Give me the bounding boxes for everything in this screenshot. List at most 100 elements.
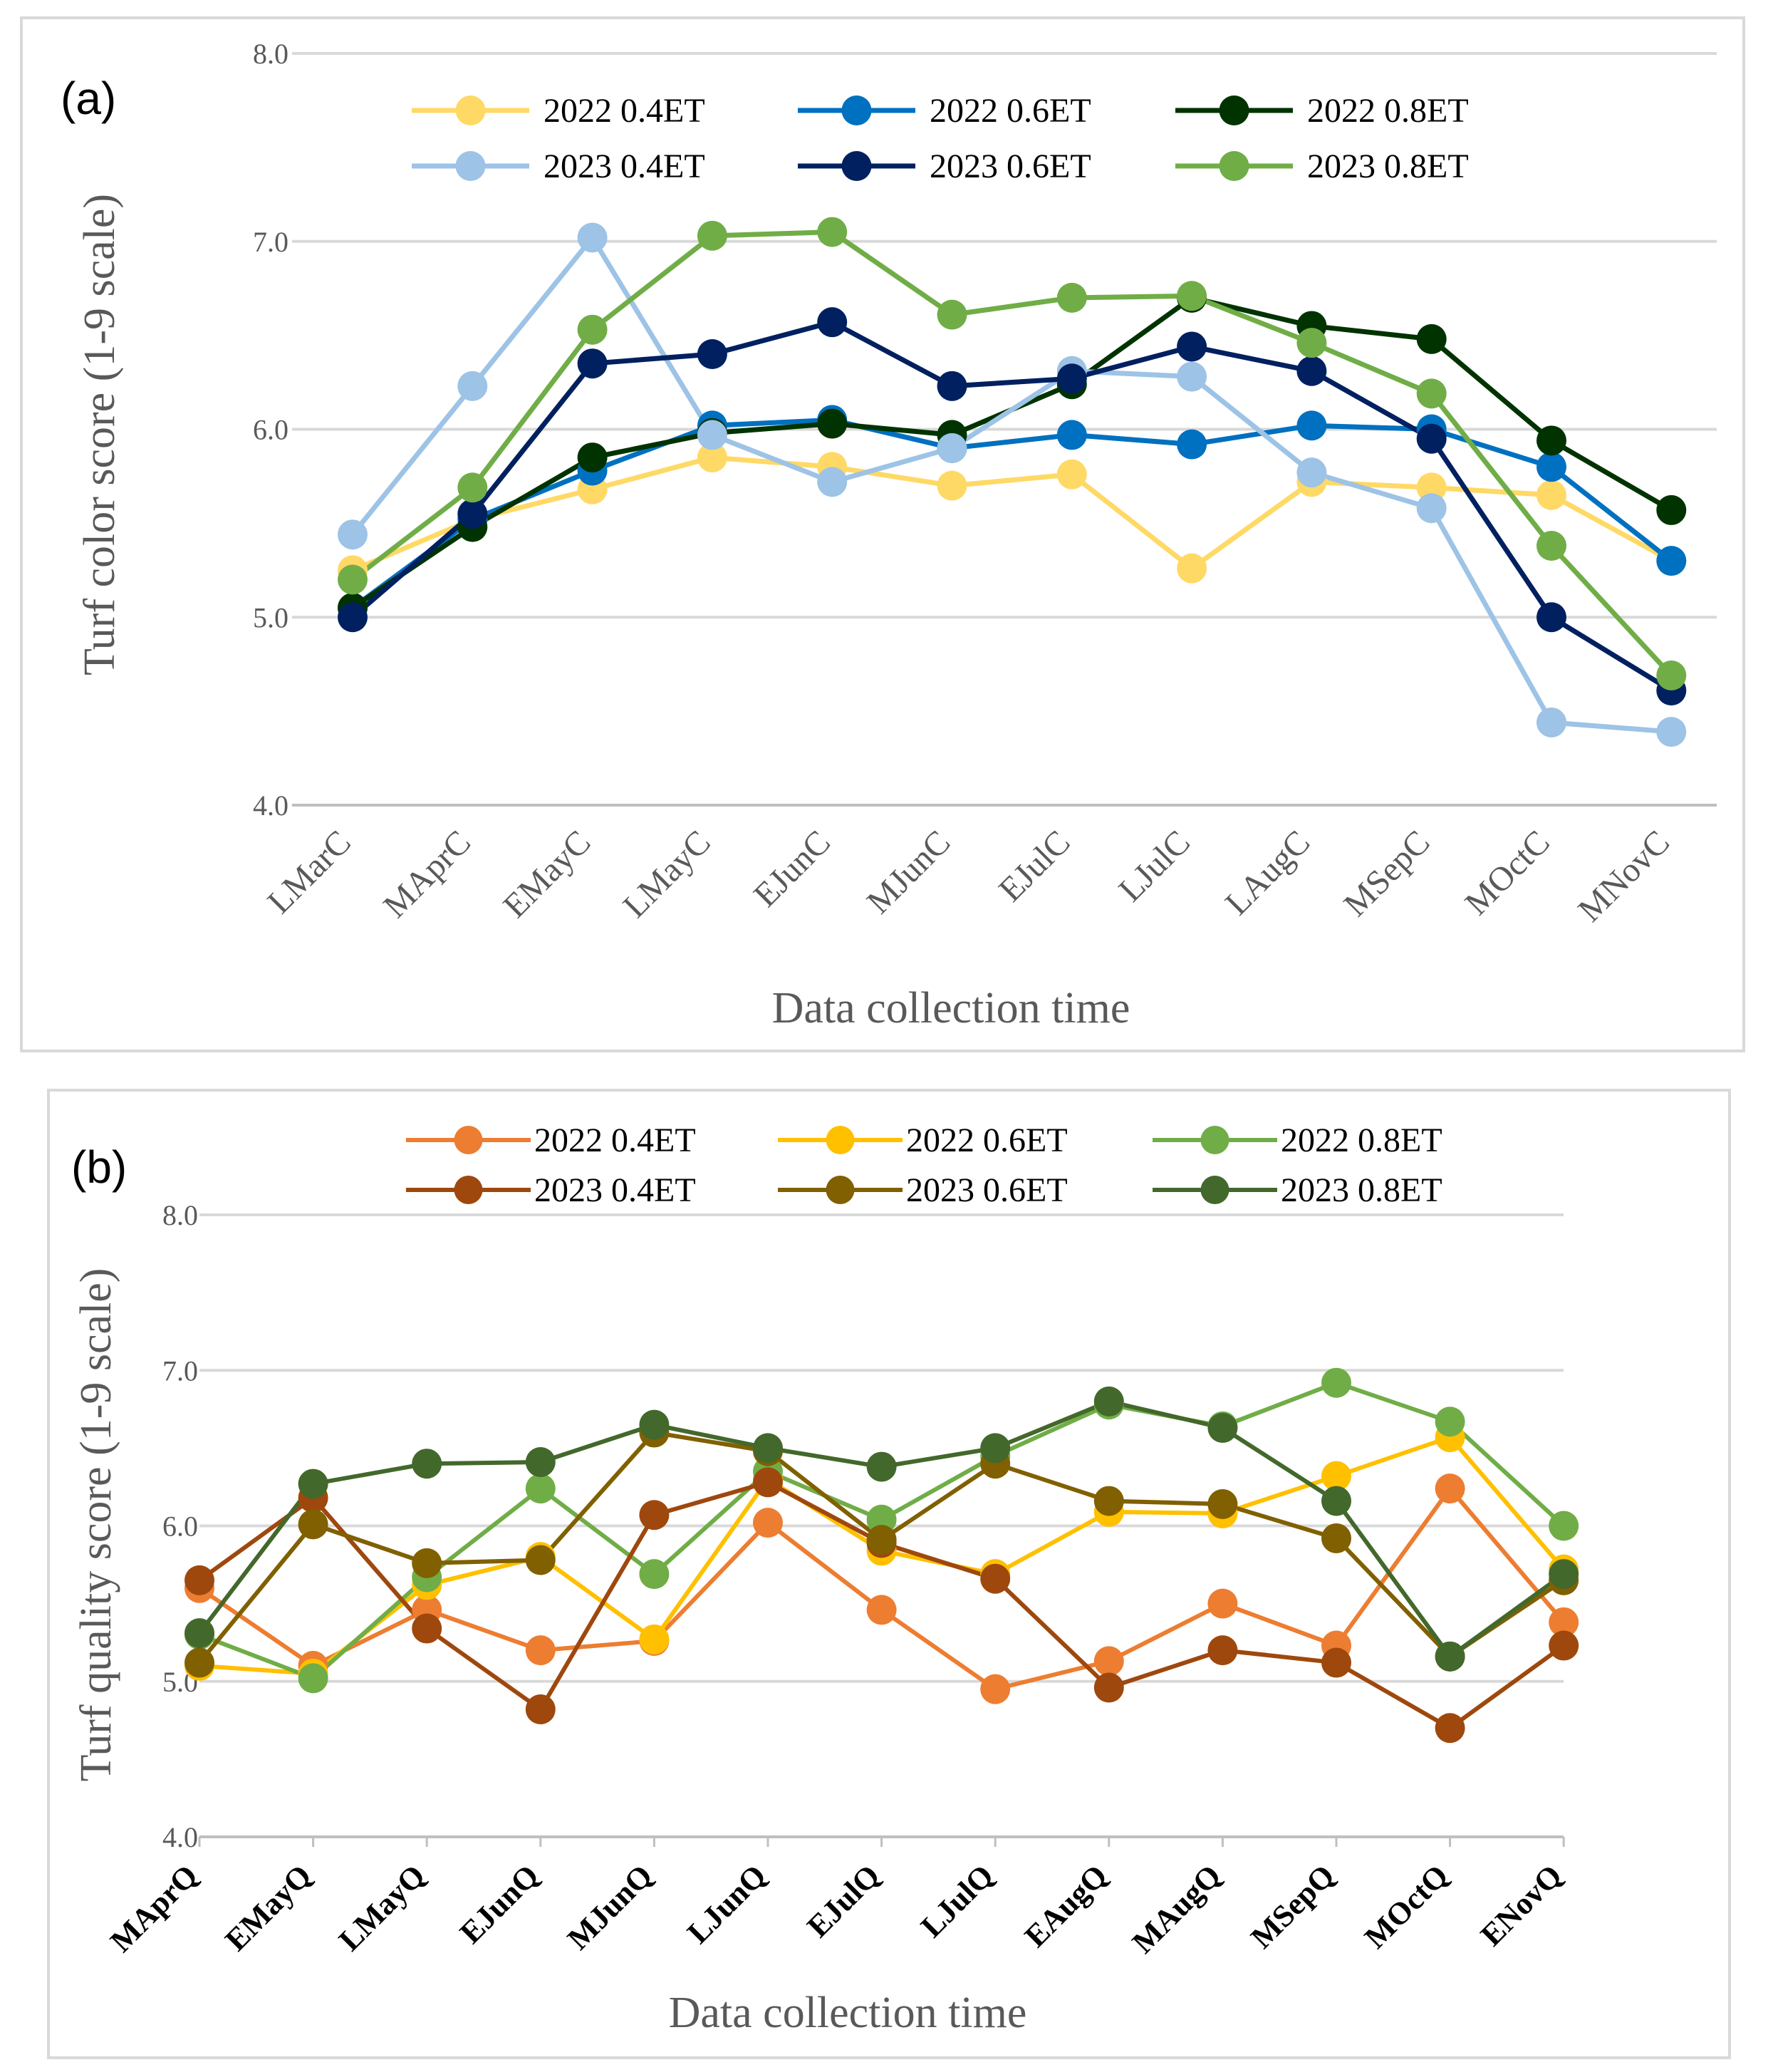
panel-a-data-point	[577, 442, 608, 473]
panel-a-legend-item: 2023 0.6ET	[798, 147, 1091, 185]
panel-b-data-point	[866, 1525, 897, 1555]
panel-a-data-point	[1536, 602, 1566, 633]
panel-b-data-point	[412, 1548, 442, 1578]
panel-a-data-point	[817, 467, 848, 497]
panel-b-data-point	[184, 1618, 214, 1649]
panel-a-data-point	[1416, 493, 1447, 524]
panel-b-data-point	[525, 1694, 556, 1725]
panel-b-legend-item: 2023 0.6ET	[778, 1171, 1068, 1209]
panel-a-data-point	[1536, 452, 1566, 482]
panel-b-data-point	[298, 1509, 328, 1540]
panel-b-data-point	[1549, 1511, 1579, 1541]
panel-b-y-tick-label: 8.0	[162, 1199, 198, 1231]
panel-a-x-axis-title: Data collection time	[772, 984, 1130, 1032]
panel-a-data-point	[1056, 459, 1087, 489]
panel-b-legend-item: 2023 0.8ET	[1153, 1171, 1442, 1209]
panel-a-data-point	[937, 299, 967, 330]
panel-b-legend-swatch-marker	[454, 1176, 483, 1204]
panel-a-data-point	[1177, 429, 1207, 460]
panel-a-data-point	[697, 442, 727, 473]
panel-a-y-axis-title: Turf color score (1-9 scale)	[76, 194, 124, 675]
panel-b-data-point	[298, 1663, 328, 1694]
panel-a-data-point	[1416, 472, 1447, 503]
panel-b-data-point	[412, 1613, 442, 1644]
panel-b-data-point	[1321, 1461, 1351, 1491]
panel-b-data-point	[184, 1647, 214, 1678]
panel-b-data-point	[639, 1624, 670, 1654]
panel-b-data-point	[1207, 1635, 1238, 1666]
panel-a-y-tick-label: 5.0	[253, 601, 288, 633]
panel-a-legend-item: 2022 0.6ET	[798, 92, 1091, 130]
panel-a-legend-label: 2022 0.4ET	[544, 92, 705, 130]
panel-b-legend-label: 2023 0.6ET	[906, 1171, 1068, 1209]
panel-b-legend-swatch-marker	[826, 1126, 855, 1154]
panel-b-data-point	[1321, 1523, 1351, 1553]
panel-a-data-point	[1056, 363, 1087, 394]
panel-a-data-point	[1656, 717, 1687, 747]
panel-a-series-line-4	[350, 234, 1672, 735]
panel-b-legend-swatch-marker	[454, 1126, 483, 1154]
panel-a-data-point	[1296, 328, 1327, 358]
panel-b-data-point	[639, 1500, 670, 1530]
panel-a-data-point	[577, 314, 608, 345]
panel-b-data-point	[1435, 1407, 1465, 1437]
panel-b-x-axis-title: Data collection time	[669, 1989, 1027, 2037]
panel-b-data-point	[1207, 1488, 1238, 1519]
panel-b-legend-label: 2022 0.8ET	[1281, 1122, 1442, 1159]
panel-a-data-point	[338, 519, 368, 550]
panel-b-y-tick-label: 4.0	[162, 1821, 198, 1853]
panel-a-legend-swatch-marker	[455, 151, 486, 181]
panel-a-data-point	[1177, 331, 1207, 362]
panel-a-legend-item: 2022 0.4ET	[412, 92, 705, 130]
panel-a-legend-item: 2022 0.8ET	[1175, 92, 1469, 130]
panel-a-data-point	[1416, 423, 1447, 454]
panel-b-legend-label: 2022 0.4ET	[534, 1122, 696, 1159]
panel-a-data-point	[1656, 546, 1687, 576]
panel-b-data-point	[1093, 1386, 1124, 1416]
panel-a-legend-swatch-marker	[455, 95, 486, 125]
panel-a-legend-swatch-marker	[841, 95, 872, 125]
panel-b-label: (b)	[71, 1141, 127, 1193]
panel-a-data-point	[1177, 553, 1207, 584]
panel-b-data-point	[980, 1674, 1011, 1704]
panel-b-data-point	[866, 1451, 897, 1482]
panel-b-data-point	[980, 1433, 1011, 1464]
panel-b-legend-swatch-marker	[826, 1176, 855, 1204]
panel-b-data-point	[1093, 1646, 1124, 1677]
panel-b-data-point	[412, 1449, 442, 1479]
panel-b-legend-label: 2022 0.6ET	[906, 1122, 1068, 1159]
panel-a-legend-label: 2023 0.6ET	[930, 147, 1091, 185]
panel-a-data-point	[457, 472, 488, 503]
panel-a-data-point	[817, 408, 848, 439]
panel-a-color-chart: (a) 4.05.06.07.08.0 LMarC MAprC EMayC LMayC…	[20, 16, 1745, 1052]
panel-a-y-tick-label: 7.0	[253, 226, 288, 258]
panel-a-data-point	[1296, 410, 1327, 441]
panel-a-data-point	[817, 217, 848, 247]
panel-a-legend-label: 2023 0.4ET	[544, 147, 705, 185]
panel-a-legend-swatch-marker	[841, 151, 872, 181]
panel-a-data-point	[1656, 661, 1687, 691]
panel-a-data-point	[457, 499, 488, 529]
panel-a-data-point	[1296, 356, 1327, 386]
panel-a-data-point	[1416, 323, 1447, 354]
panel-a-data-point	[577, 348, 608, 379]
panel-a-data-point	[457, 371, 488, 401]
panel-b-y-tick-label: 7.0	[162, 1354, 198, 1387]
panel-a-series-line-2	[350, 417, 1673, 610]
panel-a-series-line-5	[350, 319, 1673, 693]
panel-a-legend-swatch-marker	[1219, 151, 1249, 181]
panel-a-data-point	[1536, 425, 1566, 456]
panel-b-data-point	[1435, 1473, 1465, 1504]
panel-a-legend-label: 2022 0.8ET	[1307, 92, 1469, 130]
panel-a-y-tick-label: 6.0	[253, 414, 288, 446]
panel-b-legend-item: 2022 0.8ET	[1153, 1122, 1442, 1159]
panel-a-data-point	[937, 470, 967, 501]
panel-b-data-point	[184, 1565, 214, 1595]
panel-b-y-axis-title: Turf quality score (1-9 scale)	[72, 1268, 120, 1782]
panel-a-data-point	[1536, 707, 1566, 737]
panel-a-y-tick-label: 4.0	[253, 789, 288, 822]
panel-b-data-point	[1435, 1641, 1465, 1672]
panel-a-legend-item: 2023 0.8ET	[1175, 147, 1469, 185]
panel-b-quality-chart: (b) 4.05.06.07.08.0 MAprQ EMayQ LMayQ EJunQ…	[47, 1089, 1731, 2059]
panel-a-border	[20, 16, 1745, 1052]
